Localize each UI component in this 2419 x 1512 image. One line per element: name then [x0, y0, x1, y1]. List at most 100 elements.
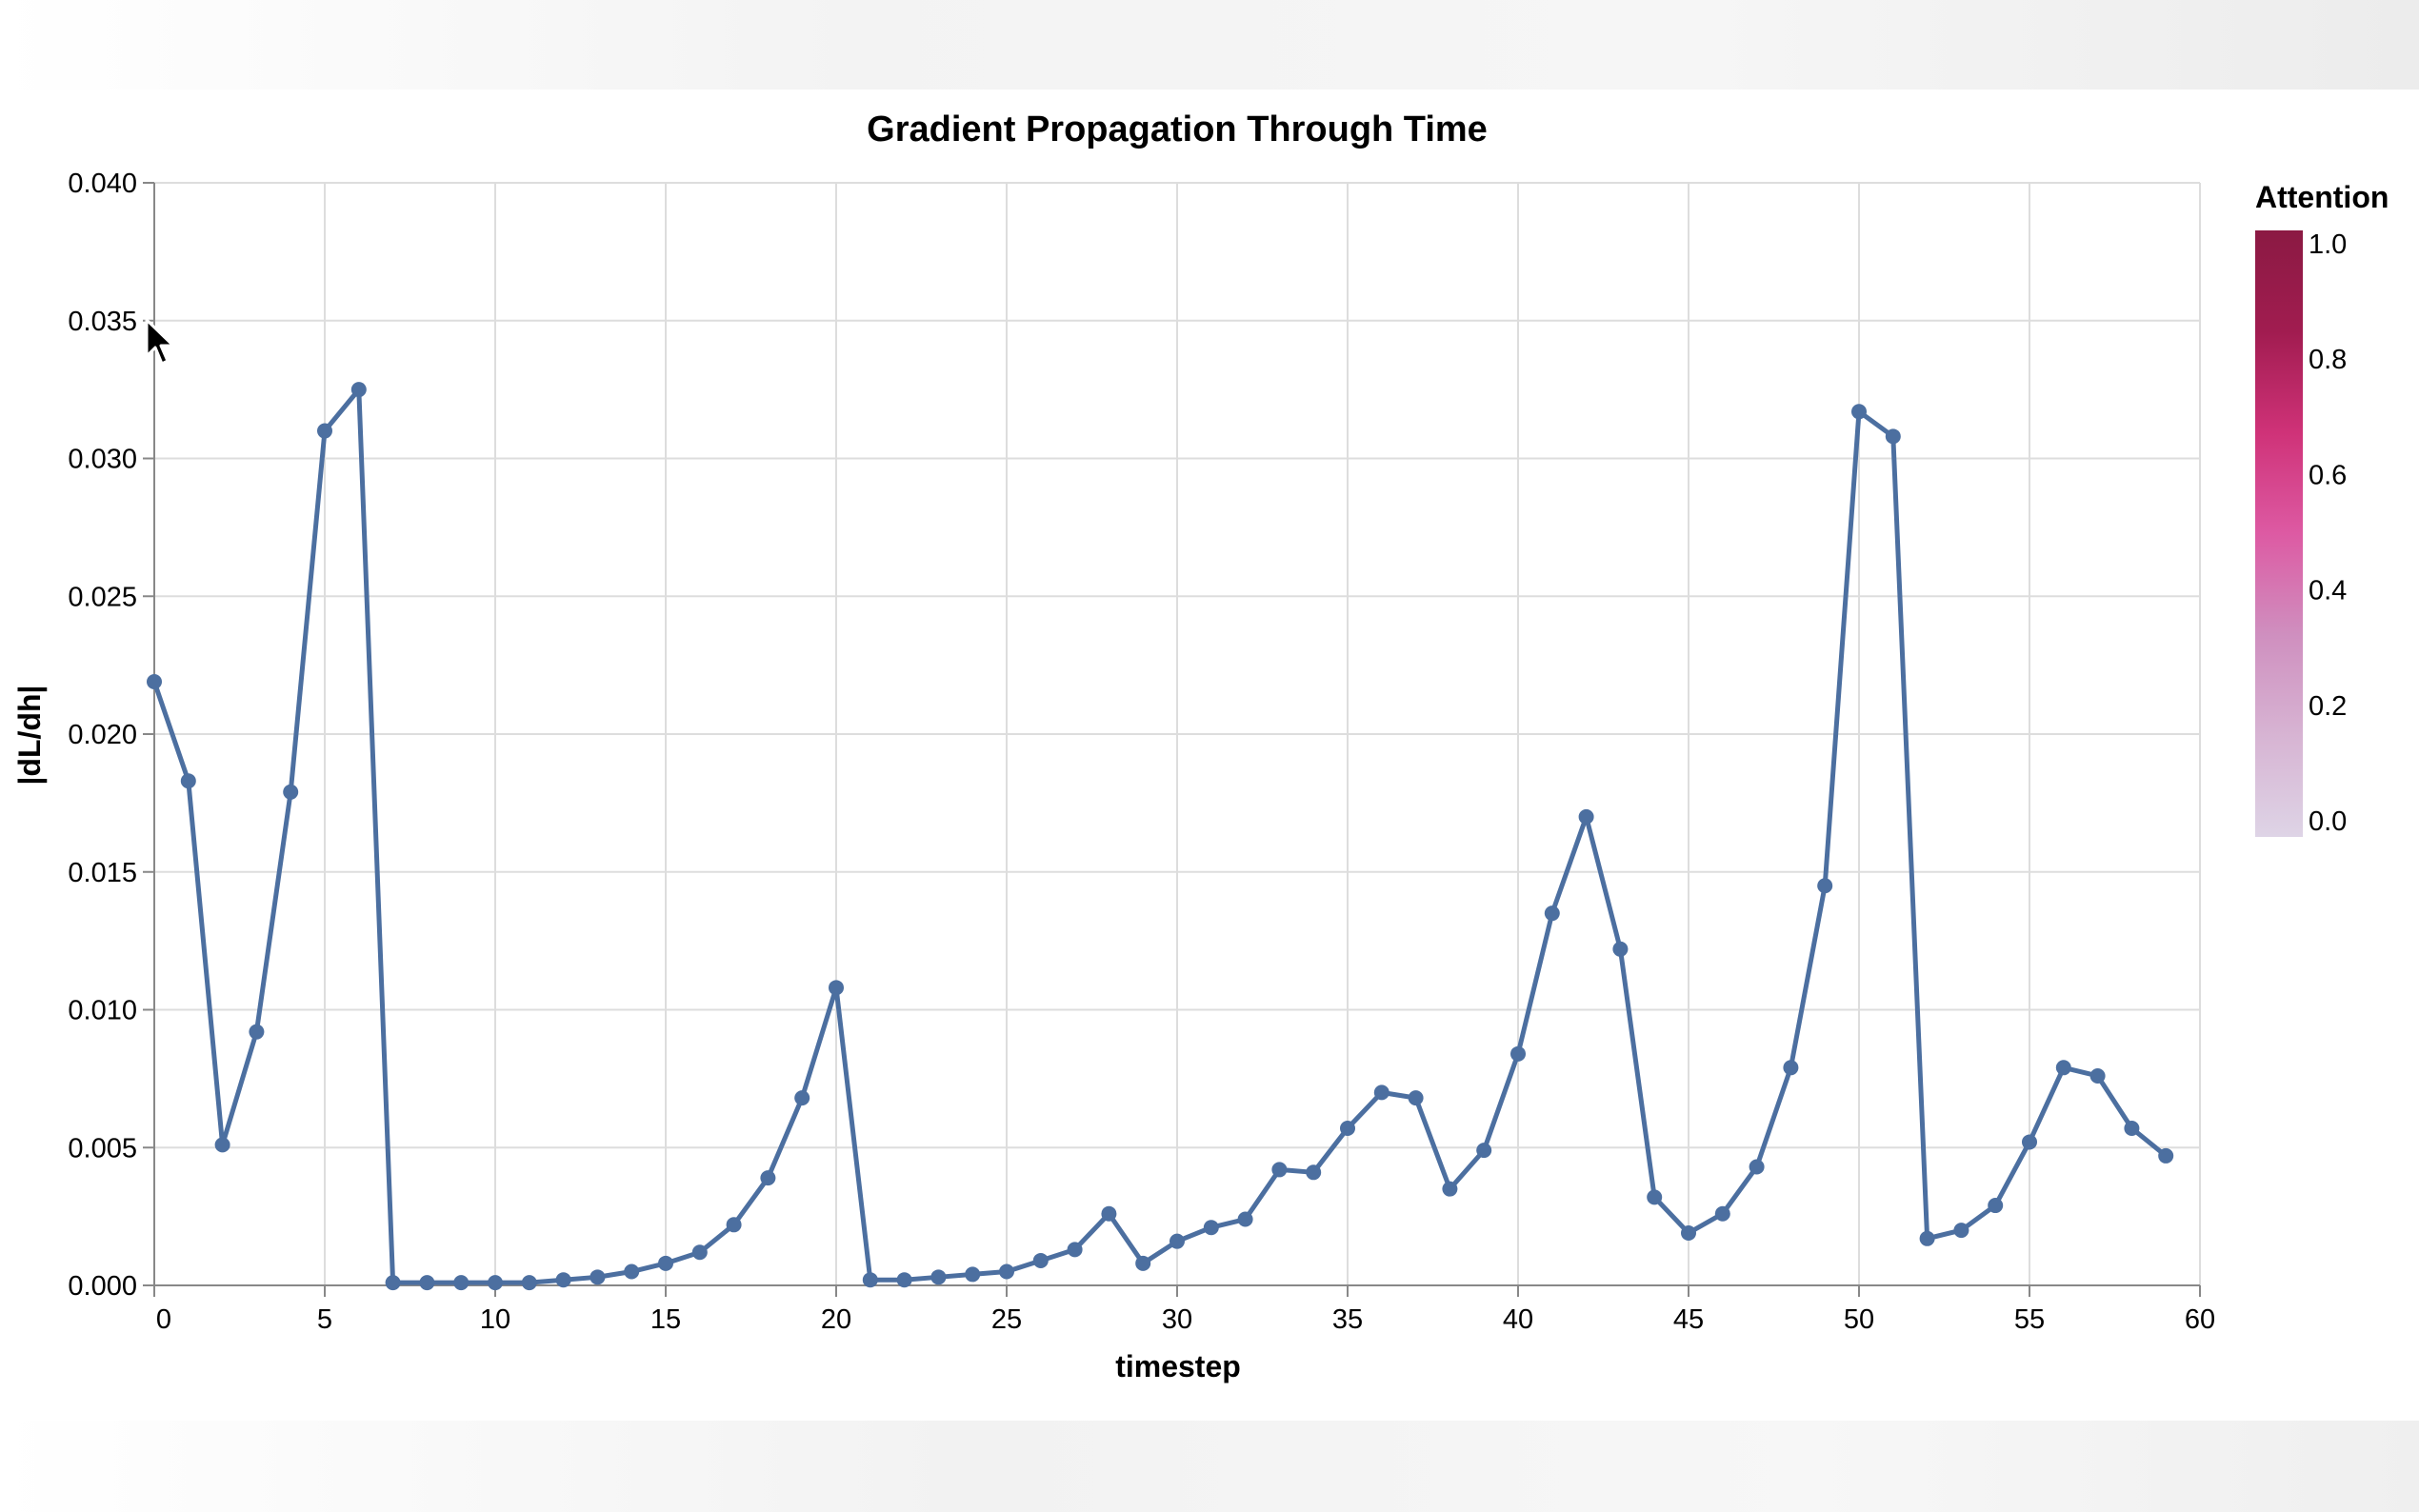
legend-tick-label: 0.2 [2309, 691, 2347, 722]
x-tick-label: 0 [156, 1304, 171, 1335]
y-tick-label: 0.005 [68, 1133, 137, 1164]
data-point [1749, 1159, 1765, 1175]
data-point [1442, 1181, 1458, 1197]
data-point [930, 1269, 947, 1285]
y-tick-label: 0.010 [68, 996, 137, 1026]
data-point [2055, 1060, 2071, 1076]
data-point [862, 1272, 878, 1288]
data-point [350, 382, 367, 398]
data-point [896, 1272, 912, 1288]
data-point [1851, 404, 1867, 420]
x-tick-label: 40 [1503, 1304, 1533, 1335]
data-point [2124, 1120, 2140, 1136]
data-point [1271, 1162, 1288, 1178]
chart-title: Gradient Propagation Through Time [867, 109, 1488, 149]
mouse-pointer-icon [145, 318, 175, 366]
x-tick-label: 45 [1673, 1304, 1704, 1335]
data-point [1510, 1045, 1526, 1062]
legend-ticks: 1.0 0.8 0.6 0.4 0.2 0.0 [2309, 229, 2347, 837]
data-point [1612, 941, 1629, 957]
y-tick-label: 0.000 [68, 1271, 137, 1302]
y-tick-label: 0.020 [68, 720, 137, 750]
legend-gradient-bar [2255, 230, 2303, 837]
data-point [1714, 1205, 1730, 1222]
x-tick-label: 15 [650, 1304, 681, 1335]
data-point [1101, 1205, 1117, 1222]
data-points [147, 382, 2174, 1291]
data-point [965, 1266, 981, 1283]
data-point [1783, 1060, 1799, 1076]
data-point [999, 1263, 1014, 1280]
x-tick-label: 30 [1162, 1304, 1192, 1335]
data-point [555, 1272, 571, 1288]
data-point [1647, 1189, 1663, 1205]
legend-tick-label: 0.6 [2309, 460, 2347, 490]
data-point [1578, 808, 1594, 825]
data-point [1032, 1252, 1049, 1268]
legend-tick-label: 1.0 [2309, 229, 2347, 260]
x-tick-label: 10 [480, 1304, 510, 1335]
data-point [1544, 905, 1560, 922]
data-point [829, 980, 844, 996]
data-point [1067, 1242, 1083, 1258]
x-axis-ticks: 0 5 10 15 20 25 30 35 40 45 50 55 60 [153, 1285, 2215, 1335]
data-point [1408, 1090, 1424, 1106]
y-tick-label: 0.035 [68, 307, 137, 337]
data-point [2089, 1067, 2106, 1084]
y-axis-title: |dL/dh| [12, 686, 47, 786]
data-point [147, 673, 162, 689]
data-point [1988, 1198, 2004, 1214]
data-point [1681, 1224, 1696, 1241]
legend-tick-label: 0.0 [2309, 806, 2347, 837]
chart-panel [0, 90, 2419, 1421]
data-point [691, 1244, 708, 1261]
data-point [1885, 428, 1901, 445]
x-tick-label: 25 [991, 1304, 1022, 1335]
data-point [658, 1255, 673, 1271]
x-tick-label: 5 [317, 1304, 332, 1335]
x-axis-title: timestep [1115, 1349, 1241, 1383]
data-point [1135, 1255, 1151, 1271]
series-line [151, 387, 2168, 1285]
data-point [385, 1275, 401, 1291]
data-point [214, 1137, 230, 1153]
x-tick-label: 20 [821, 1304, 851, 1335]
x-tick-label: 35 [1332, 1304, 1363, 1335]
data-point [2158, 1147, 2174, 1164]
data-point [1306, 1164, 1322, 1181]
data-point [760, 1170, 776, 1186]
data-point [317, 423, 332, 439]
legend-tick-label: 0.4 [2309, 576, 2347, 607]
data-point [624, 1263, 640, 1280]
y-tick-label: 0.040 [68, 169, 137, 199]
data-point [419, 1275, 435, 1291]
data-point [1919, 1230, 1935, 1246]
data-point [590, 1269, 606, 1285]
data-point [453, 1275, 470, 1291]
data-point [1203, 1220, 1219, 1236]
legend-title: Attention [2255, 180, 2389, 214]
data-point [2022, 1134, 2037, 1150]
legend-tick-label: 0.8 [2309, 345, 2347, 375]
x-tick-label: 60 [2185, 1304, 2215, 1335]
data-point [726, 1217, 742, 1233]
y-tick-label: 0.025 [68, 582, 137, 612]
data-point [1373, 1084, 1389, 1101]
data-point [1237, 1211, 1253, 1227]
data-point [794, 1090, 810, 1106]
top-background [0, 0, 2419, 90]
data-point [1170, 1233, 1185, 1249]
x-tick-label: 55 [2014, 1304, 2045, 1335]
data-point [521, 1275, 537, 1291]
grid-lines [153, 182, 2201, 1286]
data-point [1953, 1223, 1969, 1239]
attention-legend: Attention 1.0 0.8 0.6 0.4 0.2 0.0 [2255, 180, 2389, 837]
data-point [283, 784, 299, 800]
data-point [180, 773, 196, 789]
data-point [1340, 1120, 1355, 1136]
data-point [488, 1275, 503, 1291]
data-point [1817, 878, 1833, 894]
x-tick-label: 50 [1844, 1304, 1874, 1335]
y-axis-ticks: 0.000 0.005 0.010 0.015 0.020 0.025 0.030 0.035… [68, 169, 154, 1302]
